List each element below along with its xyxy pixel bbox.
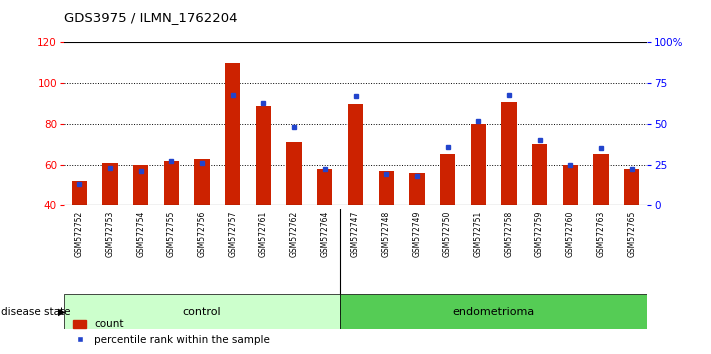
Bar [340,294,647,329]
Text: GSM572752: GSM572752 [75,211,84,257]
Bar [348,104,363,205]
Text: GSM572748: GSM572748 [382,211,390,257]
Bar [532,144,547,205]
Bar [624,169,639,205]
Text: GSM572754: GSM572754 [137,211,145,257]
Bar [378,171,394,205]
Legend: count, percentile rank within the sample: count, percentile rank within the sample [69,315,274,349]
Bar [440,154,455,205]
Text: control: control [183,307,221,316]
Text: GSM572747: GSM572747 [351,211,360,257]
Bar [501,102,517,205]
Bar [410,173,424,205]
Bar [72,181,87,205]
Text: GSM572750: GSM572750 [443,211,452,257]
Bar [317,169,333,205]
Text: GSM572761: GSM572761 [259,211,268,257]
Text: GSM572753: GSM572753 [105,211,114,257]
Bar [471,124,486,205]
Text: GSM572760: GSM572760 [566,211,574,257]
Text: endometrioma: endometrioma [452,307,535,316]
Bar [164,161,179,205]
Text: GSM572762: GSM572762 [289,211,299,257]
Text: GSM572765: GSM572765 [627,211,636,257]
Text: GSM572764: GSM572764 [321,211,329,257]
Text: GSM572758: GSM572758 [504,211,513,257]
Bar [562,165,578,205]
Bar [225,63,240,205]
Text: ▶: ▶ [58,307,66,317]
Text: GSM572756: GSM572756 [198,211,207,257]
Text: GSM572751: GSM572751 [474,211,483,257]
Bar [593,154,609,205]
Text: GSM572755: GSM572755 [167,211,176,257]
Text: GSM572759: GSM572759 [535,211,544,257]
Bar [133,165,149,205]
Text: GDS3975 / ILMN_1762204: GDS3975 / ILMN_1762204 [64,11,237,24]
Bar [194,159,210,205]
Bar [102,162,118,205]
Text: GSM572757: GSM572757 [228,211,237,257]
Text: disease state: disease state [1,307,71,317]
Bar [256,105,271,205]
Text: GSM572763: GSM572763 [597,211,606,257]
Bar [64,294,340,329]
Text: GSM572749: GSM572749 [412,211,422,257]
Bar [287,142,301,205]
